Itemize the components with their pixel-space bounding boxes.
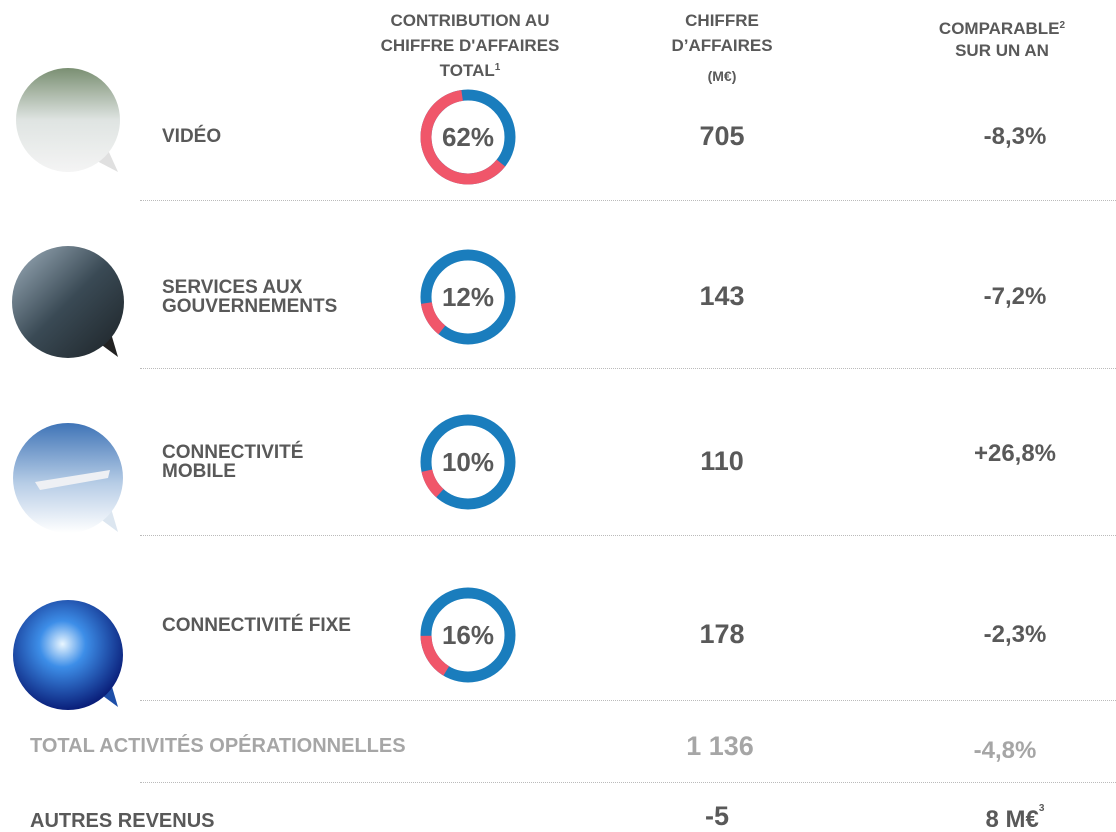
total-comparable: -4,8%: [973, 737, 1037, 764]
comparable: +26,8%: [973, 440, 1057, 467]
contribution-header: CONTRIBUTION AU CHIFFRE D'AFFAIRES TOTAL…: [355, 8, 585, 83]
divider: [140, 782, 1116, 783]
donut-share: [420, 89, 516, 185]
row-label: SERVICES AUX GOUVERNEMENTS: [162, 277, 338, 317]
icons: [12, 68, 124, 710]
revenue: 178: [699, 619, 745, 649]
total-revenue: 1 136: [686, 731, 754, 761]
footnote-mark: 3: [1038, 803, 1045, 814]
row-label: CONNECTIVITÉ FIXE: [162, 615, 351, 636]
donut: [420, 587, 516, 683]
divider: [140, 200, 1116, 201]
unit: (M€): [707, 68, 737, 84]
revenue: 143: [699, 281, 745, 311]
row-label: VIDÉO: [162, 126, 222, 147]
donut-ring: [420, 414, 516, 510]
other-revenue: -5: [704, 801, 729, 831]
icon-mobile: [13, 423, 123, 533]
header-text: COMPARABLE: [938, 19, 1060, 38]
comparable: -2,3%: [983, 621, 1047, 648]
comparable: -8,3%: [983, 123, 1047, 150]
revenue: 705: [699, 121, 745, 151]
footnote-mark: 2: [1059, 20, 1066, 31]
footnote-mark: 1: [494, 62, 501, 73]
other-comparable: 8 M€3: [915, 803, 1115, 832]
share-label: 16%: [441, 620, 495, 650]
header-text: CONTRIBUTION AU CHIFFRE D'AFFAIRES TOTAL: [380, 11, 560, 80]
donut-ring: [420, 587, 516, 683]
donut: [420, 89, 516, 185]
header-text: SUR UN AN: [955, 41, 1049, 60]
divider: [140, 368, 1116, 369]
share-label: 62%: [441, 122, 495, 152]
donut: [420, 414, 516, 510]
other-label: AUTRES REVENUS: [30, 810, 215, 832]
icon-video: [16, 68, 120, 172]
row-label: CONNECTIVITÉ MOBILE: [162, 442, 304, 482]
comparable-header: COMPARABLE2 SUR UN AN: [917, 18, 1087, 62]
revenue: 110: [700, 446, 744, 476]
header-text: CHIFFRE D’AFFAIRES: [671, 11, 773, 55]
comparable-text: 8 M€: [985, 806, 1039, 832]
divider: [140, 535, 1116, 536]
share-label: 10%: [441, 447, 495, 477]
icon-fixed: [13, 600, 123, 710]
divider: [140, 700, 1116, 701]
icon-government: [12, 246, 124, 358]
share-label: 12%: [441, 282, 495, 312]
donut-ring: [420, 249, 516, 345]
total-label: TOTAL ACTIVITÉS OPÉRATIONNELLES: [30, 735, 406, 757]
donut: [420, 249, 516, 345]
comparable: -7,2%: [983, 283, 1047, 310]
revenue-header: CHIFFRE D’AFFAIRES (M€): [652, 8, 792, 89]
donut-share: [420, 587, 516, 683]
